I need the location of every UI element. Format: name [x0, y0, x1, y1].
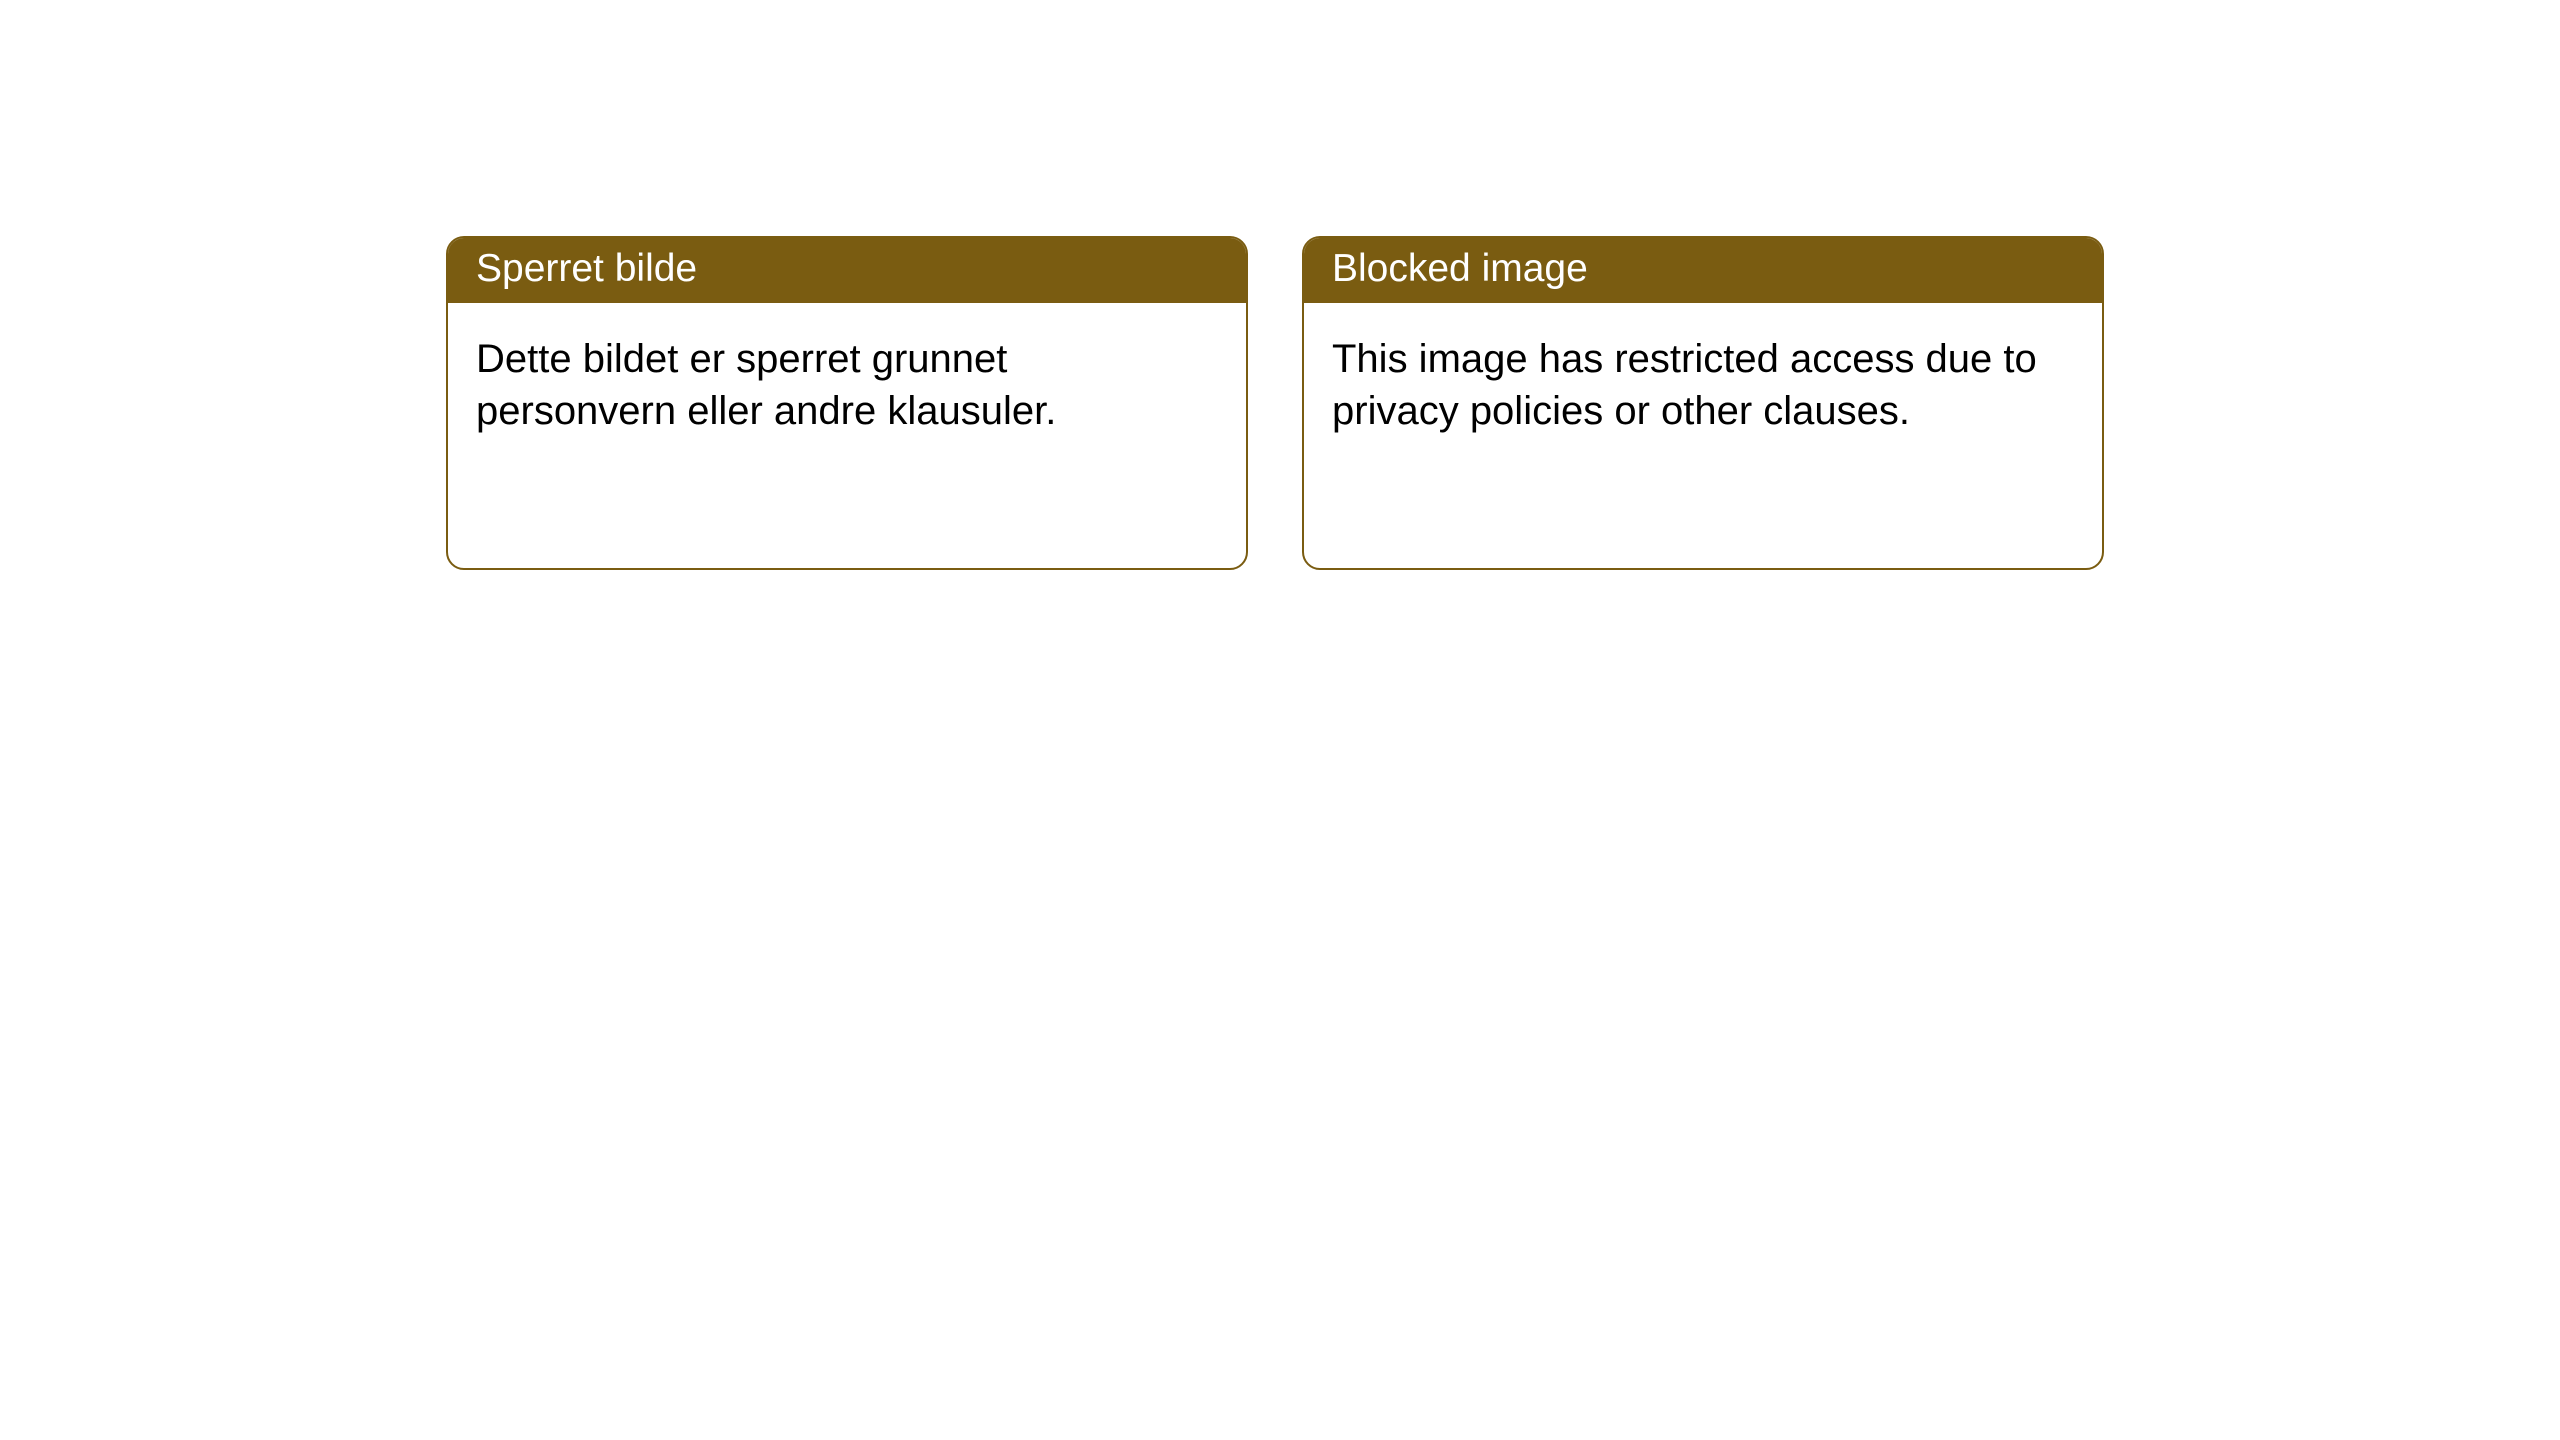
notice-header: Sperret bilde: [448, 238, 1246, 303]
notice-container: Sperret bilde Dette bildet er sperret gr…: [0, 0, 2560, 570]
notice-body: This image has restricted access due to …: [1304, 303, 2102, 467]
notice-card-norwegian: Sperret bilde Dette bildet er sperret gr…: [446, 236, 1248, 570]
notice-body: Dette bildet er sperret grunnet personve…: [448, 303, 1246, 467]
notice-card-english: Blocked image This image has restricted …: [1302, 236, 2104, 570]
notice-header: Blocked image: [1304, 238, 2102, 303]
